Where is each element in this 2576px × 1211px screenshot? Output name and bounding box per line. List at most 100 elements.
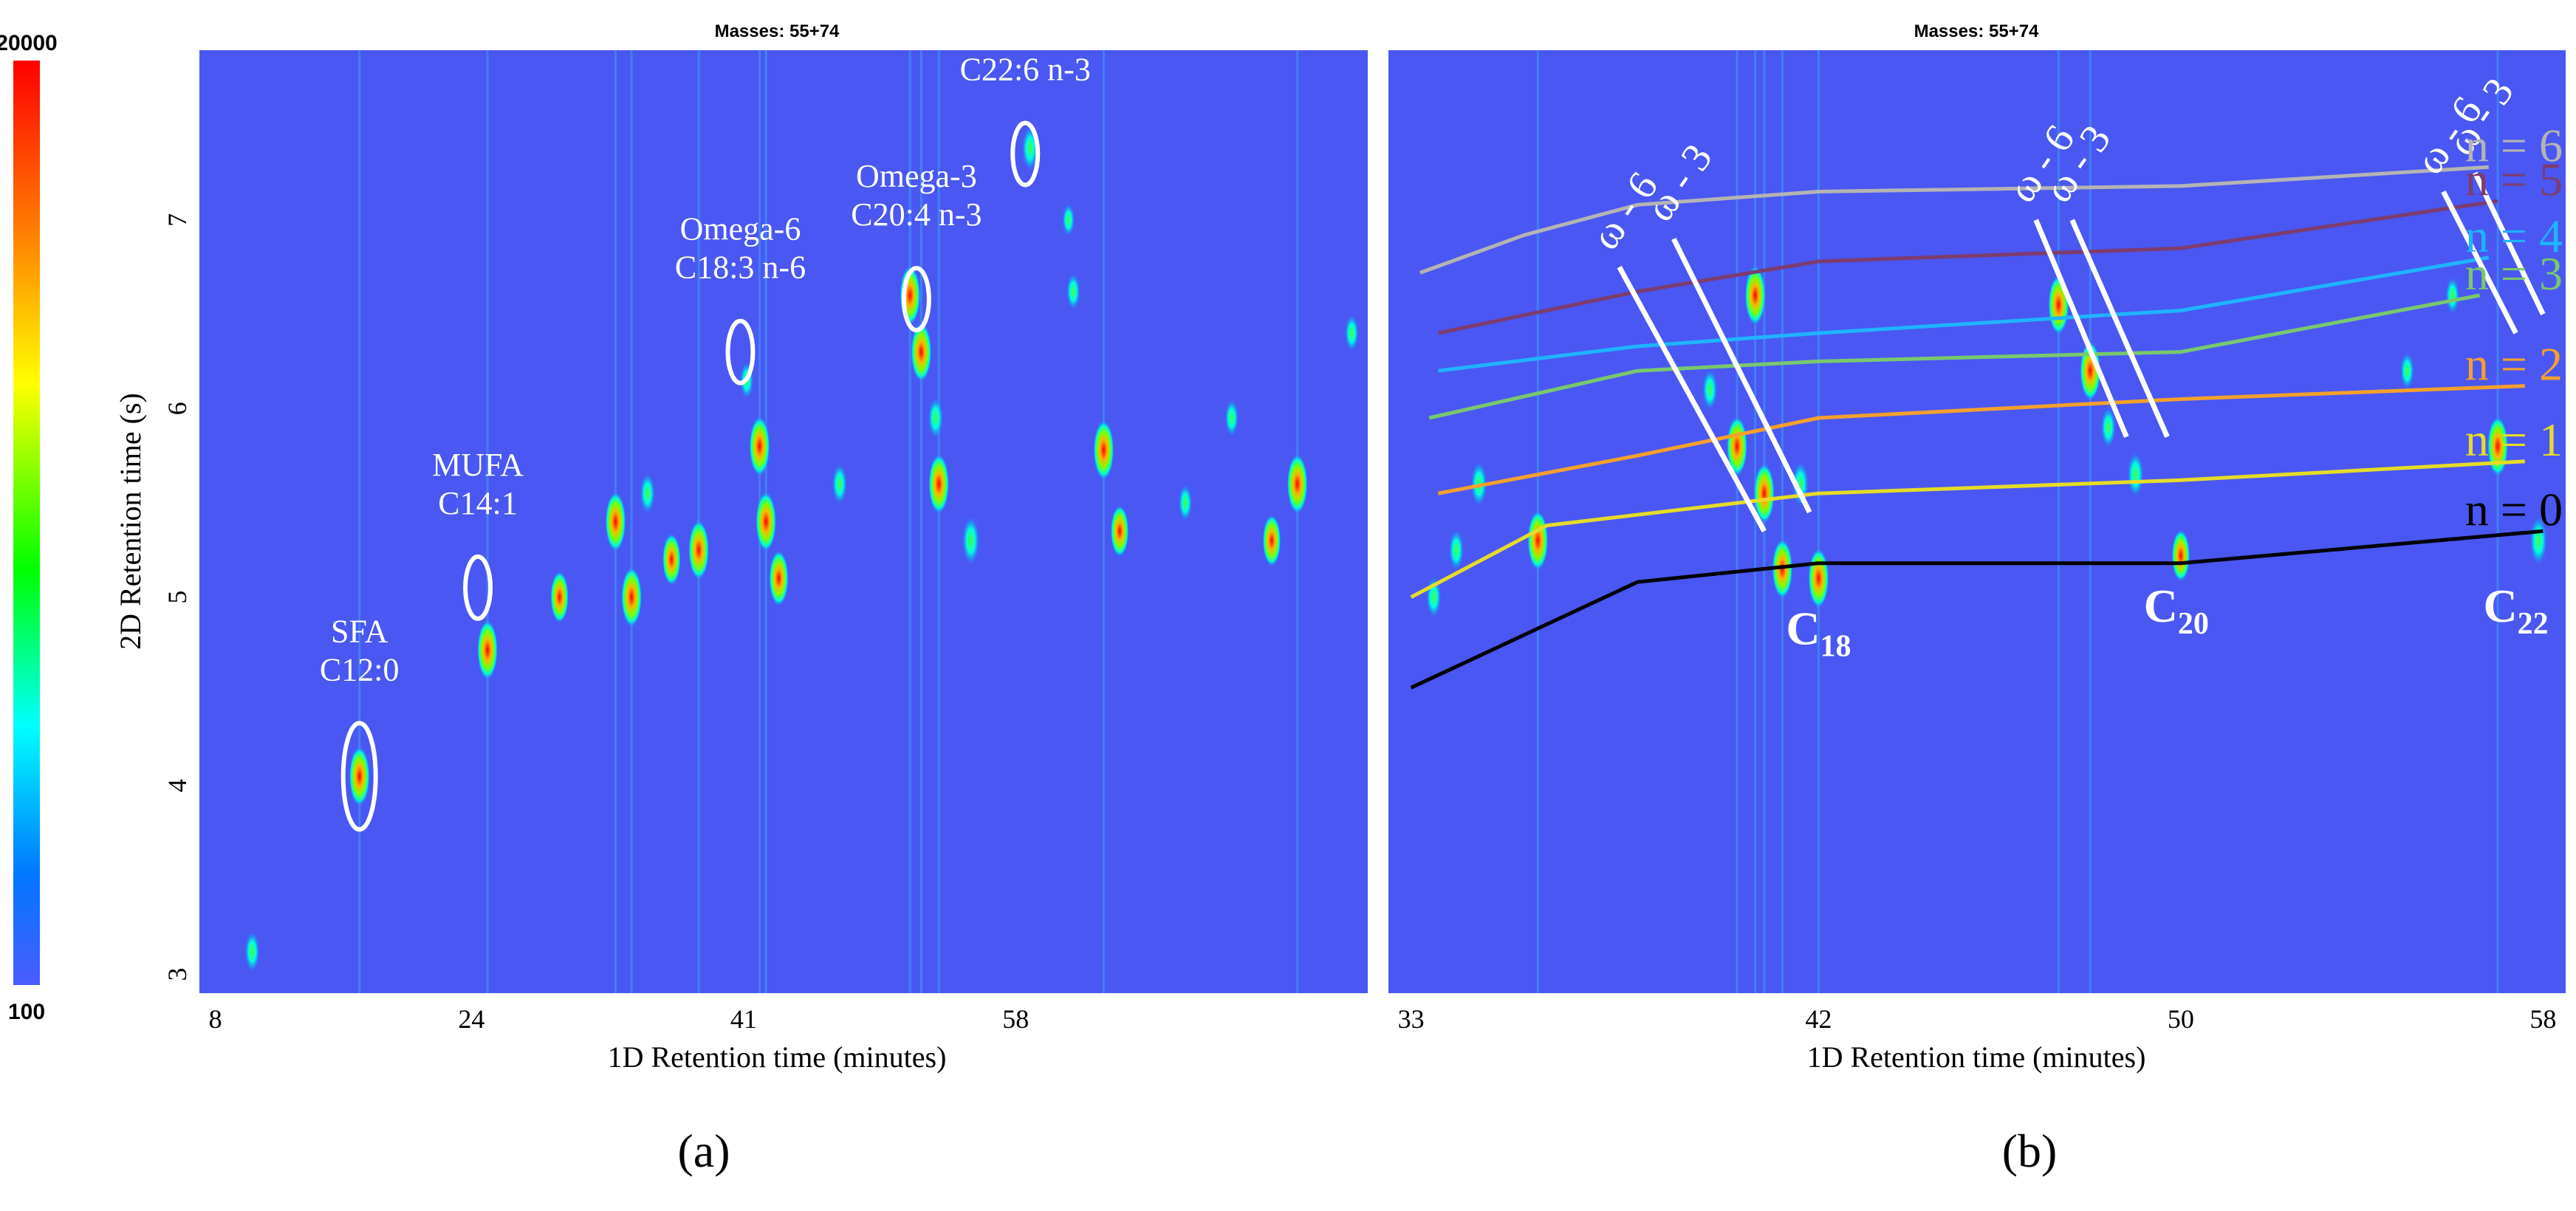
annotation-label: MUFA [432,447,524,483]
colorbar-gradient [13,61,40,985]
homolog-series-label: n = 6 [2465,119,2563,171]
homolog-series-label: n = 4 [2465,210,2563,262]
panel-b-homolog-lines [1410,165,2544,690]
panel-b-x-axis-label: 1D Retention time (minutes) [1807,1040,2146,1074]
y-tick-label: 5 [162,591,192,604]
homolog-series-line [1428,293,2480,420]
omega-line [2441,190,2518,335]
homolog-series-line [1410,529,2544,690]
homolog-series-line [1419,165,2489,275]
peak-spot [1224,399,1239,436]
y-tick-label: 4 [162,779,192,792]
peak-spot [756,492,777,552]
peak-spot [1744,266,1766,326]
panel-a-x-axis-label: 1D Retention time (minutes) [608,1040,947,1074]
x-tick-label: 24 [458,1004,484,1034]
peak-spot [688,520,710,580]
homolog-series-line [1438,255,2490,373]
panel-b-x-ticks: 33 42 50 58 [1398,1004,2557,1034]
omega-line [2069,219,2170,438]
peak-spot [1066,273,1080,310]
peak-spot [2100,407,2116,447]
annotation-label: C12:0 [320,651,400,687]
homolog-series-label: n = 5 [2465,153,2563,205]
peak-spot [832,464,847,504]
annotation-label: Omega-3 [856,158,977,194]
peak-spot [1287,454,1308,514]
peak-spot [621,567,643,627]
x-tick-label: 41 [730,1004,757,1034]
peak-spot [2048,275,2069,335]
omega-line [2033,219,2129,438]
panel-b-label: (b) [2002,1125,2058,1177]
peak-spot [1178,484,1193,521]
homolog-series-label: n = 1 [2465,414,2563,466]
panel-a-label: (a) [677,1125,730,1177]
peak-spot [769,550,789,606]
panel-a-peaks [244,50,1359,993]
colorbar-max-label: 20000 [0,31,58,55]
peak-spot [2171,529,2190,582]
annotation-label: SFA [331,613,388,649]
x-tick-label: 58 [2529,1004,2556,1034]
peak-spot [2529,516,2547,565]
carbon-label: C22 [2483,580,2548,641]
peak-spot [1345,315,1359,351]
colorbar: 20000 100 [0,31,58,1024]
annotation-circle [463,554,493,621]
peak-spot [1702,369,1718,410]
panel-a-x-ticks: 8 24 41 58 [209,1004,1030,1034]
peak-spot [640,473,655,514]
x-tick-label: 8 [209,1004,222,1034]
peak-spot [1808,549,1829,608]
annotation-label: C18:3 n-6 [675,250,806,286]
annotation-label: Omega-3 [965,13,1086,49]
peak-spot [2400,352,2414,389]
peak-spot [1448,529,1464,570]
peak-spot [1093,420,1114,480]
x-tick-label: 42 [1805,1004,1832,1034]
y-tick-label: 3 [162,967,192,981]
panel-b-carbon-labels: C18 C20 C22 [1786,580,2548,664]
panel-a-y-ticks: 3 4 5 6 7 [162,213,192,981]
peak-spot [1753,464,1775,524]
peak-spot [1772,539,1793,599]
peak-spot [1727,416,1748,476]
y-tick-label: 7 [162,213,192,227]
omega-line [1617,266,1767,532]
homolog-series-line [1437,384,2525,495]
peak-spot [911,322,932,382]
annotation-label: Omega-6 [680,211,801,247]
peak-spot [477,620,499,680]
colorbar-min-label: 100 [8,1000,45,1024]
peak-spot [1527,511,1549,571]
homolog-series-label: n = 0 [2465,483,2563,535]
peak-spot [1262,515,1281,566]
omega-line [2473,171,2546,316]
peak-spot [550,571,569,623]
x-tick-label: 50 [2168,1004,2194,1034]
peak-spot [662,533,681,586]
peak-spot [349,747,370,806]
panel-b-peaks [1426,50,2547,993]
panel-b-omega-lines [1617,171,2546,532]
carbon-label: C18 [1786,603,1851,664]
homolog-series-line [1437,199,2498,335]
annotation-circle [340,721,378,832]
peak-spot [605,492,626,552]
omega-line [1671,237,1812,514]
peak-spot [1110,505,1129,558]
annotation-circle [1010,120,1041,188]
panel-b-title: Masses: 55+74 [1914,21,2039,41]
peak-spot [928,398,943,439]
homolog-series-label: n = 2 [2465,338,2563,391]
x-tick-label: 58 [1002,1004,1029,1034]
annotation-circle [901,266,931,333]
y-tick-label: 6 [162,402,192,415]
peak-spot [928,454,950,514]
homolog-series-label: n = 3 [2465,247,2563,300]
x-tick-label: 33 [1398,1004,1425,1034]
